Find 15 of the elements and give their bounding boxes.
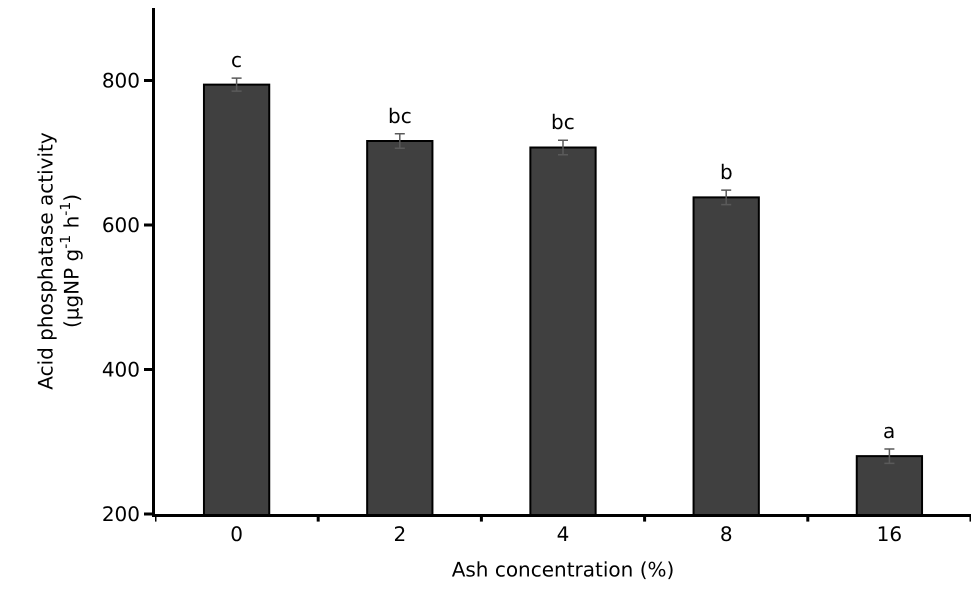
y-tick-label: 400 — [102, 357, 140, 382]
data-label: a — [883, 419, 896, 443]
x-tick-label: 4 — [556, 522, 570, 546]
x-tick-label: 0 — [230, 522, 243, 546]
x-tick-label: 16 — [876, 522, 902, 546]
x-tick-label: 8 — [720, 522, 733, 546]
y-tick-label: 200 — [102, 502, 140, 526]
y-tick-label: 800 — [102, 68, 140, 92]
x-tick-label: 2 — [393, 522, 406, 546]
data-label: bc — [388, 104, 412, 128]
y-tick-label: 600 — [102, 212, 140, 237]
data-label: b — [720, 160, 733, 184]
x-axis-title: Ash concentration (%) — [452, 558, 674, 582]
data-label: c — [231, 48, 242, 72]
data-label: bc — [551, 110, 575, 134]
